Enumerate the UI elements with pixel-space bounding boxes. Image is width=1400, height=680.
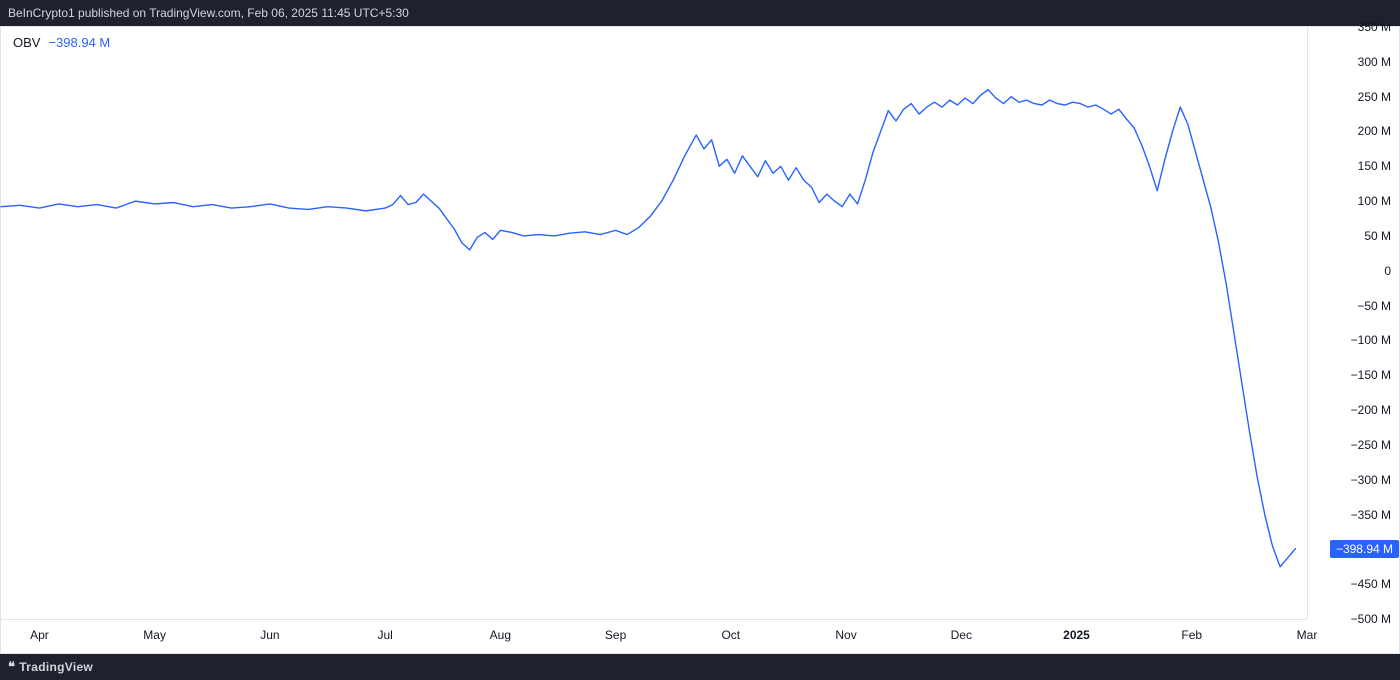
series-name: OBV — [13, 35, 40, 50]
x-tick-label: Mar — [1297, 628, 1318, 642]
y-tick-label: 0 — [1384, 264, 1391, 278]
x-tick-label: Dec — [951, 628, 972, 642]
x-tick-label: Apr — [30, 628, 49, 642]
plot-pane[interactable] — [1, 27, 1307, 619]
y-tick-label: −150 M — [1351, 368, 1391, 382]
attribution-text: BeInCrypto1 published on TradingView.com… — [8, 6, 409, 20]
plot-svg — [1, 27, 1307, 619]
y-tick-label: −500 M — [1351, 612, 1391, 626]
x-tick-label: May — [143, 628, 166, 642]
last-price-label: −398.94 M — [1330, 540, 1399, 558]
brand-text: TradingView — [19, 660, 93, 674]
series-last-value: −398.94 M — [48, 35, 110, 50]
y-tick-label: −250 M — [1351, 438, 1391, 452]
series-legend: OBV −398.94 M — [13, 35, 110, 50]
x-tick-label: Sep — [605, 628, 626, 642]
chart-frame: BeInCrypto1 published on TradingView.com… — [0, 0, 1400, 680]
y-tick-label: −450 M — [1351, 577, 1391, 591]
y-tick-label: −100 M — [1351, 333, 1391, 347]
y-tick-label: −50 M — [1357, 299, 1391, 313]
y-tick-label: 350 M — [1358, 20, 1391, 34]
x-tick-label: Nov — [835, 628, 856, 642]
x-tick-label: Jun — [260, 628, 279, 642]
y-tick-label: −200 M — [1351, 403, 1391, 417]
y-tick-label: 200 M — [1358, 124, 1391, 138]
x-tick-label: Oct — [721, 628, 740, 642]
x-axis[interactable]: AprMayJunJulAugSepOctNovDec2025FebMar — [1, 619, 1307, 653]
x-tick-label: 2025 — [1063, 628, 1090, 642]
y-tick-label: 100 M — [1358, 194, 1391, 208]
brand-bar: ❝ TradingView — [0, 654, 1400, 680]
y-tick-label: −350 M — [1351, 508, 1391, 522]
y-tick-label: 300 M — [1358, 55, 1391, 69]
tradingview-glyph-icon: ❝ — [8, 659, 15, 675]
y-tick-label: −300 M — [1351, 473, 1391, 487]
y-tick-label: 250 M — [1358, 90, 1391, 104]
y-axis[interactable]: 350 M300 M250 M200 M150 M100 M50 M0−50 M… — [1307, 27, 1399, 619]
y-tick-label: 50 M — [1364, 229, 1391, 243]
chart-area[interactable]: OBV −398.94 M 350 M300 M250 M200 M150 M1… — [0, 26, 1400, 654]
x-tick-label: Jul — [377, 628, 392, 642]
y-tick-label: 150 M — [1358, 159, 1391, 173]
obv-line — [1, 90, 1295, 567]
tradingview-logo: ❝ TradingView — [8, 659, 93, 675]
x-tick-label: Feb — [1181, 628, 1202, 642]
x-tick-label: Aug — [490, 628, 511, 642]
attribution-bar: BeInCrypto1 published on TradingView.com… — [0, 0, 1400, 26]
